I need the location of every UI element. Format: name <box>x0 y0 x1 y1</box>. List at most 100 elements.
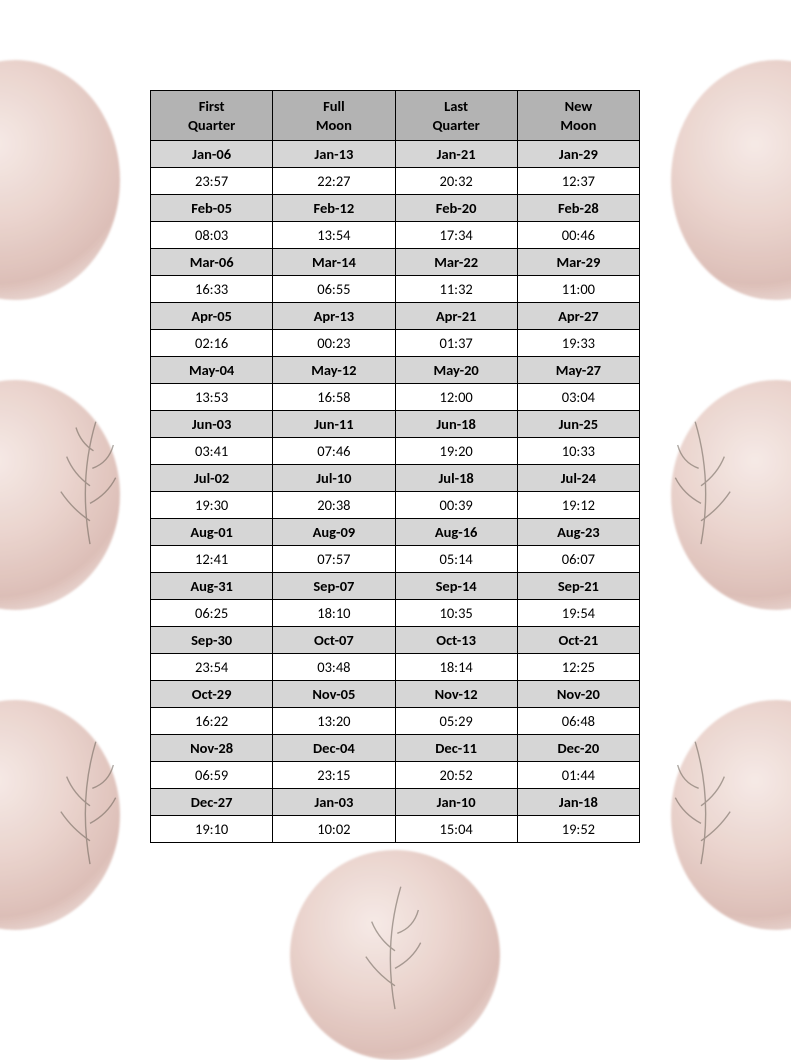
date-cell: Nov-28 <box>151 735 273 762</box>
time-cell: 13:54 <box>273 222 395 249</box>
time-cell: 08:03 <box>151 222 273 249</box>
date-cell: Sep-30 <box>151 627 273 654</box>
date-cell: Aug-16 <box>395 519 517 546</box>
time-cell: 06:59 <box>151 762 273 789</box>
date-cell: Jan-10 <box>395 789 517 816</box>
date-cell: Feb-20 <box>395 195 517 222</box>
date-cell: Dec-11 <box>395 735 517 762</box>
time-cell: 20:52 <box>395 762 517 789</box>
header-line1: First <box>199 97 225 115</box>
time-cell: 03:48 <box>273 654 395 681</box>
time-cell: 06:55 <box>273 276 395 303</box>
date-cell: Jan-13 <box>273 141 395 168</box>
time-cell: 00:39 <box>395 492 517 519</box>
time-cell: 11:00 <box>517 276 639 303</box>
header-line2: Moon <box>316 116 352 134</box>
leaf-decor <box>641 730 761 870</box>
table-row: Mar-06Mar-14Mar-22Mar-29 <box>151 249 640 276</box>
date-cell: Sep-07 <box>273 573 395 600</box>
time-cell: 03:41 <box>151 438 273 465</box>
time-cell: 10:33 <box>517 438 639 465</box>
time-cell: 19:30 <box>151 492 273 519</box>
date-cell: Oct-07 <box>273 627 395 654</box>
date-cell: Oct-13 <box>395 627 517 654</box>
date-cell: Aug-01 <box>151 519 273 546</box>
table-row: Nov-28Dec-04Dec-11Dec-20 <box>151 735 640 762</box>
table-row: Apr-05Apr-13Apr-21Apr-27 <box>151 303 640 330</box>
time-cell: 16:33 <box>151 276 273 303</box>
header-line2: Moon <box>560 116 596 134</box>
time-cell: 13:20 <box>273 708 395 735</box>
header-line1: Full <box>323 97 345 115</box>
time-cell: 16:22 <box>151 708 273 735</box>
date-cell: Mar-22 <box>395 249 517 276</box>
moon-decor-left-top <box>0 60 120 300</box>
time-cell: 20:32 <box>395 168 517 195</box>
time-cell: 07:46 <box>273 438 395 465</box>
date-cell: Aug-23 <box>517 519 639 546</box>
table-row: 16:2213:2005:2906:48 <box>151 708 640 735</box>
time-cell: 19:33 <box>517 330 639 357</box>
date-cell: Jul-18 <box>395 465 517 492</box>
table-row: Jul-02Jul-10Jul-18Jul-24 <box>151 465 640 492</box>
date-cell: Mar-06 <box>151 249 273 276</box>
date-cell: Apr-21 <box>395 303 517 330</box>
date-cell: May-20 <box>395 357 517 384</box>
date-cell: Jan-06 <box>151 141 273 168</box>
time-cell: 11:32 <box>395 276 517 303</box>
table-row: 03:4107:4619:2010:33 <box>151 438 640 465</box>
time-cell: 10:35 <box>395 600 517 627</box>
time-cell: 17:34 <box>395 222 517 249</box>
time-cell: 02:16 <box>151 330 273 357</box>
date-cell: Feb-12 <box>273 195 395 222</box>
time-cell: 18:14 <box>395 654 517 681</box>
col-header-last-quarter: Last Quarter <box>395 91 517 141</box>
time-cell: 19:10 <box>151 816 273 843</box>
table-row: Jun-03Jun-11Jun-18Jun-25 <box>151 411 640 438</box>
time-cell: 19:12 <box>517 492 639 519</box>
date-cell: Mar-14 <box>273 249 395 276</box>
table-row: 08:0313:5417:3400:46 <box>151 222 640 249</box>
table-row: Aug-01Aug-09Aug-16Aug-23 <box>151 519 640 546</box>
table-row: Jan-06Jan-13Jan-21Jan-29 <box>151 141 640 168</box>
date-cell: Jun-25 <box>517 411 639 438</box>
date-cell: Mar-29 <box>517 249 639 276</box>
date-cell: Dec-04 <box>273 735 395 762</box>
date-cell: May-27 <box>517 357 639 384</box>
date-cell: Oct-21 <box>517 627 639 654</box>
time-cell: 03:04 <box>517 384 639 411</box>
date-cell: Jun-11 <box>273 411 395 438</box>
date-cell: Feb-28 <box>517 195 639 222</box>
time-cell: 05:29 <box>395 708 517 735</box>
date-cell: Oct-29 <box>151 681 273 708</box>
time-cell: 01:37 <box>395 330 517 357</box>
table-row: Sep-30Oct-07Oct-13Oct-21 <box>151 627 640 654</box>
table-row: Aug-31Sep-07Sep-14Sep-21 <box>151 573 640 600</box>
table-row: 13:5316:5812:0003:04 <box>151 384 640 411</box>
table-body: Jan-06Jan-13Jan-21Jan-2923:5722:2720:321… <box>151 141 640 843</box>
time-cell: 22:27 <box>273 168 395 195</box>
date-cell: Jul-10 <box>273 465 395 492</box>
table-row: Oct-29Nov-05Nov-12Nov-20 <box>151 681 640 708</box>
table-row: 19:3020:3800:3919:12 <box>151 492 640 519</box>
time-cell: 15:04 <box>395 816 517 843</box>
moon-phase-table: First Quarter Full Moon Last Quarter New… <box>150 90 640 843</box>
table-row: 23:5403:4818:1412:25 <box>151 654 640 681</box>
date-cell: Sep-21 <box>517 573 639 600</box>
time-cell: 23:54 <box>151 654 273 681</box>
date-cell: Aug-31 <box>151 573 273 600</box>
time-cell: 01:44 <box>517 762 639 789</box>
moon-phase-table-container: First Quarter Full Moon Last Quarter New… <box>150 90 640 843</box>
time-cell: 07:57 <box>273 546 395 573</box>
date-cell: Apr-13 <box>273 303 395 330</box>
header-line1: New <box>565 97 593 115</box>
table-row: May-04May-12May-20May-27 <box>151 357 640 384</box>
leaf-decor <box>641 410 761 550</box>
table-header-row: First Quarter Full Moon Last Quarter New… <box>151 91 640 141</box>
time-cell: 23:57 <box>151 168 273 195</box>
date-cell: Apr-05 <box>151 303 273 330</box>
moon-decor-right-top <box>671 60 791 300</box>
date-cell: Nov-12 <box>395 681 517 708</box>
table-row: Dec-27Jan-03Jan-10Jan-18 <box>151 789 640 816</box>
date-cell: Jan-21 <box>395 141 517 168</box>
